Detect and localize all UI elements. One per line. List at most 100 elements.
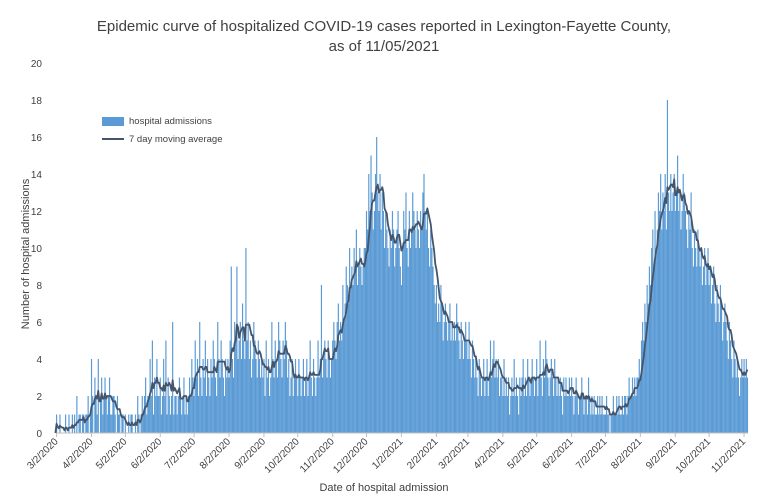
bar bbox=[271, 322, 273, 433]
bar bbox=[372, 229, 374, 433]
x-tick-label: 12/2/2020 bbox=[331, 436, 371, 476]
bar bbox=[231, 359, 233, 433]
bar bbox=[392, 229, 395, 433]
bar bbox=[695, 248, 697, 433]
bar bbox=[602, 414, 604, 433]
bar bbox=[737, 377, 740, 433]
bar bbox=[554, 359, 556, 433]
bar bbox=[294, 359, 297, 433]
bar bbox=[501, 377, 503, 433]
bar bbox=[246, 340, 248, 433]
bar bbox=[577, 414, 579, 433]
bar bbox=[618, 396, 620, 433]
bar bbox=[301, 377, 303, 433]
bar bbox=[381, 192, 383, 433]
bar bbox=[95, 396, 97, 433]
bar bbox=[423, 174, 425, 433]
bar bbox=[176, 414, 178, 433]
bar bbox=[113, 396, 115, 433]
bar bbox=[466, 340, 468, 433]
bar bbox=[243, 340, 245, 433]
bar bbox=[326, 377, 328, 433]
bar bbox=[604, 414, 607, 433]
bar bbox=[236, 266, 238, 433]
bar bbox=[584, 396, 586, 433]
bar bbox=[629, 396, 631, 433]
bar bbox=[190, 396, 192, 433]
bar bbox=[387, 248, 389, 433]
bar bbox=[389, 229, 391, 433]
bar bbox=[255, 359, 257, 433]
bar bbox=[453, 322, 456, 433]
bar bbox=[288, 359, 290, 433]
bar bbox=[444, 303, 447, 433]
bar bbox=[363, 248, 365, 433]
bar bbox=[540, 377, 542, 433]
bar bbox=[193, 396, 195, 433]
bar bbox=[420, 211, 422, 433]
bar bbox=[426, 211, 428, 433]
x-tick-label: 7/2/2021 bbox=[574, 436, 610, 472]
x-tick-label: 3/2/2020 bbox=[25, 436, 61, 472]
bar bbox=[270, 377, 272, 433]
bar bbox=[378, 211, 380, 433]
bar bbox=[351, 266, 353, 433]
bar bbox=[498, 396, 501, 433]
bar bbox=[443, 322, 445, 433]
bar bbox=[425, 229, 427, 433]
bar bbox=[518, 414, 520, 433]
bar bbox=[638, 359, 640, 433]
bar bbox=[196, 359, 199, 433]
x-tick-label: 10/2/2020 bbox=[263, 436, 303, 476]
bar bbox=[733, 340, 735, 433]
bar bbox=[169, 414, 172, 433]
bar bbox=[492, 359, 494, 433]
bar bbox=[628, 377, 630, 433]
bar bbox=[451, 322, 453, 433]
bar bbox=[411, 229, 413, 433]
bar bbox=[713, 266, 715, 433]
bar bbox=[350, 285, 352, 433]
bar bbox=[506, 396, 508, 433]
bar bbox=[475, 359, 477, 433]
bar bbox=[486, 359, 488, 433]
bar bbox=[327, 340, 329, 433]
y-tick-label: 8 bbox=[36, 281, 42, 292]
bar bbox=[417, 229, 419, 433]
bar bbox=[146, 414, 148, 433]
bar bbox=[291, 359, 293, 433]
bar bbox=[538, 377, 540, 433]
bar bbox=[595, 414, 598, 433]
bar bbox=[325, 359, 327, 433]
bar bbox=[698, 248, 700, 433]
bar bbox=[580, 396, 582, 433]
bar bbox=[347, 303, 350, 433]
bar bbox=[262, 377, 264, 433]
bar bbox=[143, 396, 146, 433]
bar bbox=[430, 229, 432, 433]
bar bbox=[334, 340, 336, 433]
bar bbox=[121, 414, 123, 433]
bar bbox=[509, 414, 511, 433]
bar bbox=[547, 377, 549, 433]
bar bbox=[186, 414, 188, 433]
bar bbox=[418, 248, 421, 433]
bar bbox=[601, 396, 603, 433]
bar bbox=[209, 396, 211, 433]
bar bbox=[651, 248, 653, 433]
bar bbox=[558, 396, 560, 433]
bar bbox=[592, 414, 594, 433]
bar bbox=[376, 137, 378, 433]
bar bbox=[726, 340, 728, 433]
bar bbox=[578, 396, 581, 433]
bar bbox=[740, 377, 742, 433]
bar bbox=[296, 377, 298, 433]
bar bbox=[175, 396, 177, 433]
bar bbox=[245, 248, 247, 433]
legend-label-admissions: hospital admissions bbox=[129, 115, 212, 127]
bar bbox=[221, 359, 223, 433]
bar bbox=[342, 285, 344, 433]
bar bbox=[710, 303, 712, 433]
bar bbox=[315, 396, 317, 433]
bar bbox=[696, 266, 698, 433]
